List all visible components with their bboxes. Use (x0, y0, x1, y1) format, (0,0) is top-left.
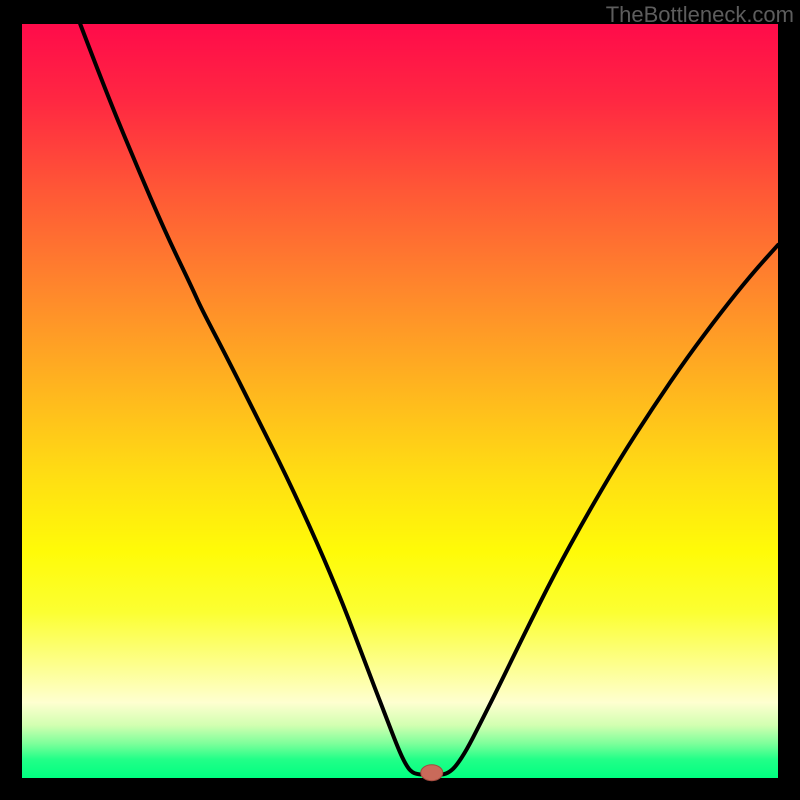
bottleneck-chart (0, 0, 800, 800)
chart-container: TheBottleneck.com (0, 0, 800, 800)
optimal-point-marker (421, 765, 443, 781)
plot-area (22, 24, 778, 778)
